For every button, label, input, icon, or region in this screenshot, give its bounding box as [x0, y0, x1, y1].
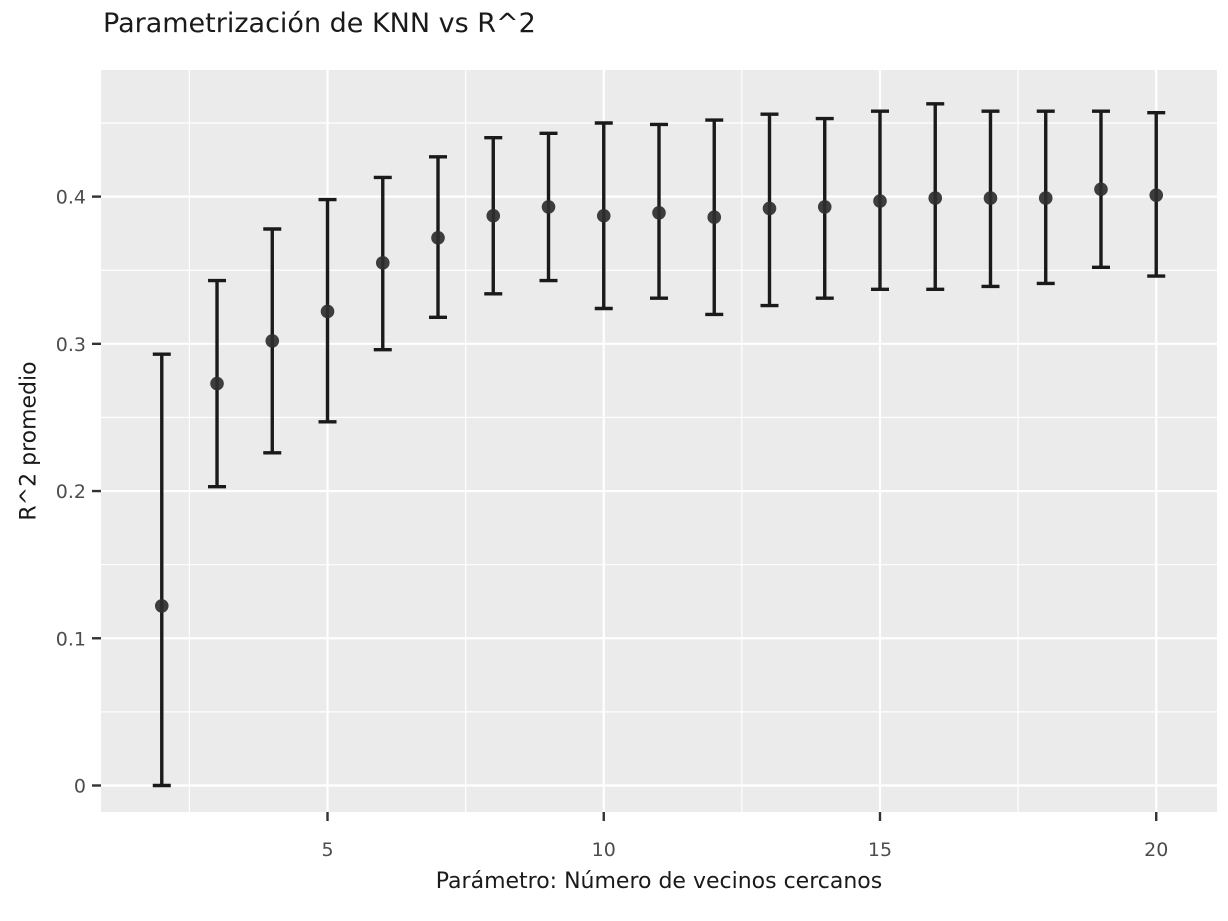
y-tick-label: 0.4 — [56, 187, 86, 209]
x-tick-label: 20 — [1144, 839, 1168, 861]
x-tick-label: 10 — [592, 839, 616, 861]
data-point — [154, 599, 169, 613]
data-point — [1149, 188, 1164, 202]
data-point — [873, 194, 887, 208]
x-axis-title: Parámetro: Número de vecinos cercanos — [435, 869, 883, 894]
data-point — [1038, 191, 1053, 205]
data-point — [541, 200, 556, 214]
data-point — [1094, 182, 1108, 197]
data-point — [210, 376, 224, 391]
data-point — [928, 191, 943, 205]
data-point — [983, 191, 998, 205]
data-point — [320, 304, 335, 319]
y-tick-label: 0 — [74, 776, 86, 798]
y-tick-label: 0.3 — [56, 334, 86, 356]
data-point — [817, 200, 832, 214]
chart-title: Parametrización de KNN vs R^2 — [103, 8, 536, 39]
data-point — [265, 334, 280, 348]
x-tick-label: 5 — [321, 839, 333, 861]
data-point — [707, 210, 722, 225]
data-point — [486, 208, 501, 223]
data-point — [375, 256, 390, 270]
y-tick-label: 0.1 — [56, 628, 86, 650]
data-point — [431, 231, 445, 245]
data-point — [596, 208, 611, 223]
data-point — [762, 201, 777, 216]
y-axis-title: R^2 promedio — [16, 361, 42, 521]
y-tick-label: 0.2 — [56, 481, 86, 503]
data-point — [652, 206, 666, 220]
x-tick-label: 15 — [868, 839, 892, 861]
